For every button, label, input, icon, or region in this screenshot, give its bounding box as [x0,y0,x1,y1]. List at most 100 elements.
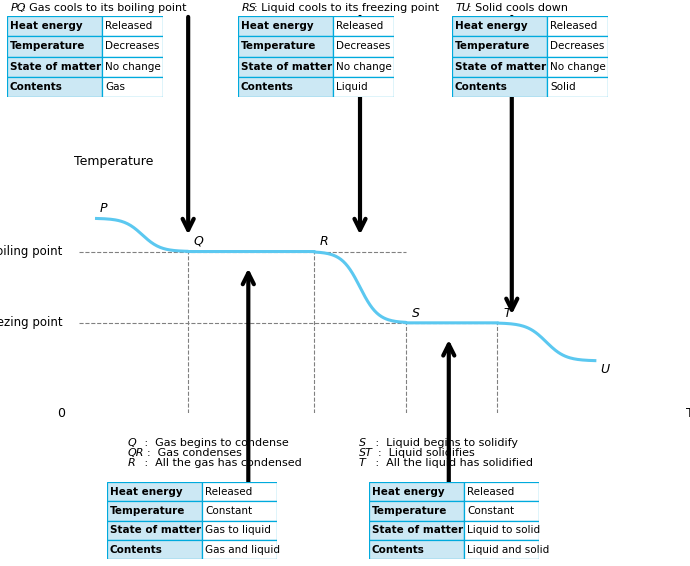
Bar [102,36,163,57]
Bar [102,16,163,36]
Text: Q: Q [194,235,204,248]
Text: ST: ST [359,448,373,458]
Bar [547,77,608,97]
Text: Released: Released [336,21,383,31]
Text: State of matter: State of matter [110,525,201,535]
Bar [7,36,102,57]
Text: S: S [359,438,366,448]
Text: P: P [99,201,107,215]
Text: Temperature: Temperature [10,41,85,52]
Text: Solid: Solid [550,82,575,92]
Text: Released: Released [467,487,514,497]
Text: Constant: Constant [467,506,514,516]
Bar [202,521,277,540]
Bar [369,501,464,521]
Text: Constant: Constant [205,506,252,516]
Text: : Gas cools to its boiling point: : Gas cools to its boiling point [23,3,187,13]
Bar [333,36,394,57]
Bar [7,57,102,77]
Text: Decreases: Decreases [105,41,159,52]
Bar [238,77,333,97]
Text: No change: No change [105,62,161,72]
Text: Decreases: Decreases [336,41,391,52]
Text: QR: QR [128,448,144,458]
Text: Temperature: Temperature [455,41,530,52]
Text: Contents: Contents [455,82,508,92]
Text: Decreases: Decreases [550,41,604,52]
Bar [202,482,277,501]
Text: Contents: Contents [372,544,425,555]
Text: Heat energy: Heat energy [455,21,527,31]
Text: Liquid to solid: Liquid to solid [467,525,540,535]
Bar [464,482,539,501]
Bar [333,16,394,36]
Text: S: S [411,307,420,320]
Text: Liquid: Liquid [336,82,368,92]
Text: No change: No change [550,62,606,72]
Text: Heat energy: Heat energy [110,487,182,497]
Text: : Liquid cools to its freezing point: : Liquid cools to its freezing point [254,3,439,13]
Text: State of matter: State of matter [241,62,332,72]
Text: Temperature: Temperature [74,155,153,168]
Bar [107,482,202,501]
Text: Released: Released [105,21,152,31]
Text: U: U [600,363,610,376]
Text: PQ: PQ [10,3,26,13]
Bar [369,482,464,501]
Text: No change: No change [336,62,392,72]
Bar [333,77,394,97]
Bar [452,36,547,57]
Bar [452,16,547,36]
Bar [369,521,464,540]
Bar [7,16,102,36]
Bar [464,540,539,559]
Bar [102,57,163,77]
Text: Heat energy: Heat energy [10,21,82,31]
Bar [7,77,102,97]
Bar [238,57,333,77]
Bar [107,501,202,521]
Text: Temperature: Temperature [372,506,447,516]
Text: RS: RS [241,3,257,13]
Bar [107,540,202,559]
Text: Contents: Contents [10,82,63,92]
Text: Liquid and solid: Liquid and solid [467,544,549,555]
Bar [464,521,539,540]
Text: : Solid cools down: : Solid cools down [468,3,568,13]
Text: :  Gas begins to condense: : Gas begins to condense [134,438,288,448]
Bar [333,57,394,77]
Bar [547,36,608,57]
Bar [452,57,547,77]
Text: :  Liquid begins to solidify: : Liquid begins to solidify [365,438,518,448]
Bar [547,16,608,36]
Text: Gas and liquid: Gas and liquid [205,544,280,555]
Text: Contents: Contents [241,82,294,92]
Text: :  Gas condenses: : Gas condenses [140,448,242,458]
Text: State of matter: State of matter [10,62,101,72]
Text: Gas to liquid: Gas to liquid [205,525,270,535]
Text: Boiling point: Boiling point [0,245,62,258]
Text: Q: Q [128,438,137,448]
Text: State of matter: State of matter [372,525,463,535]
Text: Heat energy: Heat energy [241,21,313,31]
Bar [102,77,163,97]
Text: 0: 0 [57,407,65,419]
Text: TU: TU [455,3,471,13]
Bar [238,16,333,36]
Bar [202,540,277,559]
Text: Time: Time [687,407,690,419]
Bar [547,57,608,77]
Text: Heat energy: Heat energy [372,487,444,497]
Bar [452,77,547,97]
Text: Released: Released [550,21,597,31]
Text: State of matter: State of matter [455,62,546,72]
Text: Temperature: Temperature [241,41,316,52]
Text: Freezing point: Freezing point [0,316,62,329]
Text: Temperature: Temperature [110,506,185,516]
Bar [464,501,539,521]
Text: R: R [320,235,328,248]
Text: R: R [128,458,135,468]
Bar [369,540,464,559]
Text: :  Liquid solidifies: : Liquid solidifies [371,448,475,458]
Text: T: T [359,458,366,468]
